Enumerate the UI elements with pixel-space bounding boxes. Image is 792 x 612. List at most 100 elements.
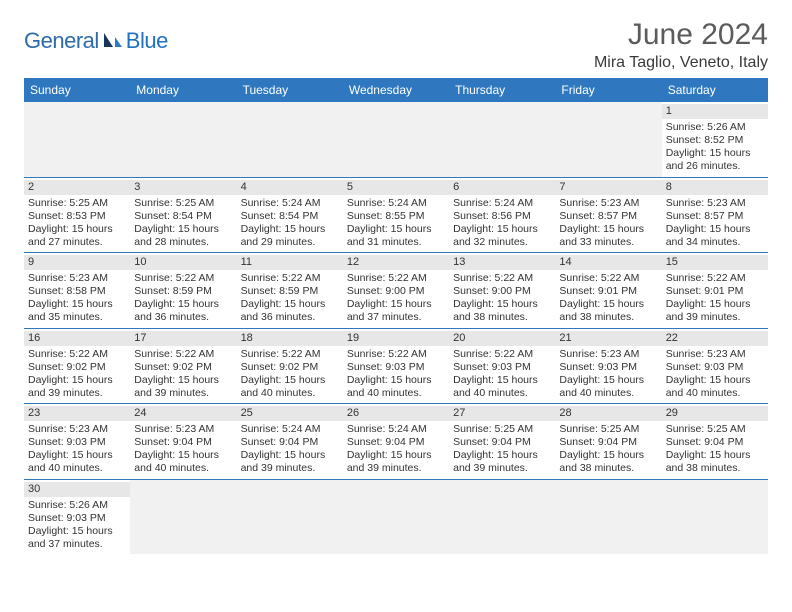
day-number: 16: [24, 331, 130, 346]
week-row: 30 Sunrise: 5:26 AMSunset: 9:03 PMDayligh…: [24, 480, 768, 555]
sun-info: Sunrise: 5:24 AMSunset: 9:04 PMDaylight:…: [241, 423, 339, 476]
day-number: 30: [24, 482, 130, 497]
empty-cell: [449, 480, 555, 555]
sun-info: Sunrise: 5:25 AMSunset: 8:53 PMDaylight:…: [28, 197, 126, 250]
day-header: Saturday: [662, 79, 768, 102]
empty-cell: [343, 480, 449, 555]
sun-info: Sunrise: 5:25 AMSunset: 8:54 PMDaylight:…: [134, 197, 232, 250]
sun-info: Sunrise: 5:23 AMSunset: 9:03 PMDaylight:…: [666, 348, 764, 401]
day-header: Tuesday: [237, 79, 343, 102]
sun-info: Sunrise: 5:22 AMSunset: 9:00 PMDaylight:…: [453, 272, 551, 325]
day-number: 19: [343, 331, 449, 346]
day-number: 25: [237, 406, 343, 421]
day-cell: 17Sunrise: 5:22 AMSunset: 9:02 PMDayligh…: [130, 329, 236, 404]
day-cell: 16 Sunrise: 5:22 AMSunset: 9:02 PMDayligh…: [24, 329, 130, 404]
day-cell: 1 Sunrise: 5:26 AMSunset: 8:52 PMDaylight…: [662, 102, 768, 177]
header: General Blue June 2024 Mira Taglio, Vene…: [24, 18, 768, 72]
day-cell: 4 Sunrise: 5:24 AMSunset: 8:54 PMDaylight…: [237, 178, 343, 253]
week-row: 23 Sunrise: 5:23 AMSunset: 9:03 PMDayligh…: [24, 404, 768, 480]
day-cell: 19 Sunrise: 5:22 AMSunset: 9:03 PMDayligh…: [343, 329, 449, 404]
day-number: 21: [555, 331, 661, 346]
day-cell: 8 Sunrise: 5:23 AMSunset: 8:57 PMDaylight…: [662, 178, 768, 253]
sun-info: Sunrise: 5:23 AMSunset: 9:03 PMDaylight:…: [28, 423, 126, 476]
day-number: 9: [24, 255, 130, 270]
day-cell: 15 Sunrise: 5:22 AMSunset: 9:01 PMDayligh…: [662, 253, 768, 328]
calendar-grid: SundayMondayTuesdayWednesdayThursdayFrid…: [24, 78, 768, 554]
day-number: 8: [662, 180, 768, 195]
day-cell: 5 Sunrise: 5:24 AMSunset: 8:55 PMDaylight…: [343, 178, 449, 253]
day-number: 23: [24, 406, 130, 421]
sun-info: Sunrise: 5:22 AMSunset: 9:03 PMDaylight:…: [347, 348, 445, 401]
empty-cell: [343, 102, 449, 177]
day-cell: 21 Sunrise: 5:23 AMSunset: 9:03 PMDayligh…: [555, 329, 661, 404]
logo-text-blue: Blue: [126, 28, 168, 54]
day-header: Thursday: [449, 79, 555, 102]
day-cell: 10Sunrise: 5:22 AMSunset: 8:59 PMDayligh…: [130, 253, 236, 328]
empty-cell: [24, 102, 130, 177]
empty-cell: [449, 102, 555, 177]
sun-info: Sunrise: 5:24 AMSunset: 8:54 PMDaylight:…: [241, 197, 339, 250]
sun-info: Sunrise: 5:22 AMSunset: 9:01 PMDaylight:…: [559, 272, 657, 325]
day-cell: 11 Sunrise: 5:22 AMSunset: 8:59 PMDayligh…: [237, 253, 343, 328]
day-number: 29: [662, 406, 768, 421]
sun-info: Sunrise: 5:22 AMSunset: 9:02 PMDaylight:…: [134, 348, 232, 401]
day-header: Sunday: [24, 79, 130, 102]
day-cell: 20 Sunrise: 5:22 AMSunset: 9:03 PMDayligh…: [449, 329, 555, 404]
day-cell: 25 Sunrise: 5:24 AMSunset: 9:04 PMDayligh…: [237, 404, 343, 479]
day-number: 15: [662, 255, 768, 270]
day-number: 11: [237, 255, 343, 270]
week-row: 1 Sunrise: 5:26 AMSunset: 8:52 PMDaylight…: [24, 102, 768, 178]
empty-cell: [555, 102, 661, 177]
day-cell: 14 Sunrise: 5:22 AMSunset: 9:01 PMDayligh…: [555, 253, 661, 328]
empty-cell: [662, 480, 768, 555]
day-number: 1: [662, 104, 768, 119]
sun-info: Sunrise: 5:24 AMSunset: 9:04 PMDaylight:…: [347, 423, 445, 476]
day-number: 14: [555, 255, 661, 270]
day-cell: 28Sunrise: 5:25 AMSunset: 9:04 PMDayligh…: [555, 404, 661, 479]
sun-info: Sunrise: 5:26 AMSunset: 9:03 PMDaylight:…: [28, 499, 126, 552]
logo-text-general: General: [24, 28, 99, 54]
sun-info: Sunrise: 5:23 AMSunset: 9:04 PMDaylight:…: [134, 423, 232, 476]
day-header: Wednesday: [343, 79, 449, 102]
empty-cell: [237, 480, 343, 555]
sun-info: Sunrise: 5:23 AMSunset: 8:58 PMDaylight:…: [28, 272, 126, 325]
day-number: 28: [555, 406, 661, 421]
day-number: 12: [343, 255, 449, 270]
day-cell: 22 Sunrise: 5:23 AMSunset: 9:03 PMDayligh…: [662, 329, 768, 404]
sun-info: Sunrise: 5:23 AMSunset: 9:03 PMDaylight:…: [559, 348, 657, 401]
day-header: Friday: [555, 79, 661, 102]
day-cell: 18 Sunrise: 5:22 AMSunset: 9:02 PMDayligh…: [237, 329, 343, 404]
day-number: 27: [449, 406, 555, 421]
day-header: Monday: [130, 79, 236, 102]
day-cell: 26Sunrise: 5:24 AMSunset: 9:04 PMDayligh…: [343, 404, 449, 479]
day-number: 4: [237, 180, 343, 195]
logo-sail-icon: [102, 31, 124, 49]
logo: General Blue: [24, 28, 168, 54]
empty-cell: [555, 480, 661, 555]
sun-info: Sunrise: 5:24 AMSunset: 8:55 PMDaylight:…: [347, 197, 445, 250]
sun-info: Sunrise: 5:26 AMSunset: 8:52 PMDaylight:…: [666, 121, 764, 174]
empty-cell: [130, 480, 236, 555]
title-block: June 2024 Mira Taglio, Veneto, Italy: [594, 18, 768, 72]
sun-info: Sunrise: 5:24 AMSunset: 8:56 PMDaylight:…: [453, 197, 551, 250]
day-cell: 6 Sunrise: 5:24 AMSunset: 8:56 PMDaylight…: [449, 178, 555, 253]
weeks-container: 1 Sunrise: 5:26 AMSunset: 8:52 PMDaylight…: [24, 102, 768, 554]
day-cell: 7Sunrise: 5:23 AMSunset: 8:57 PMDaylight…: [555, 178, 661, 253]
location-label: Mira Taglio, Veneto, Italy: [594, 54, 768, 72]
sun-info: Sunrise: 5:22 AMSunset: 9:02 PMDaylight:…: [241, 348, 339, 401]
sun-info: Sunrise: 5:23 AMSunset: 8:57 PMDaylight:…: [666, 197, 764, 250]
day-number: 6: [449, 180, 555, 195]
day-number: 18: [237, 331, 343, 346]
sun-info: Sunrise: 5:22 AMSunset: 8:59 PMDaylight:…: [241, 272, 339, 325]
sun-info: Sunrise: 5:22 AMSunset: 9:03 PMDaylight:…: [453, 348, 551, 401]
day-number: 5: [343, 180, 449, 195]
sun-info: Sunrise: 5:22 AMSunset: 9:02 PMDaylight:…: [28, 348, 126, 401]
day-number: 20: [449, 331, 555, 346]
page-title: June 2024: [594, 18, 768, 52]
sun-info: Sunrise: 5:22 AMSunset: 9:01 PMDaylight:…: [666, 272, 764, 325]
sun-info: Sunrise: 5:22 AMSunset: 8:59 PMDaylight:…: [134, 272, 232, 325]
week-row: 2Sunrise: 5:25 AMSunset: 8:53 PMDaylight…: [24, 178, 768, 254]
day-number: 3: [130, 180, 236, 195]
sun-info: Sunrise: 5:25 AMSunset: 9:04 PMDaylight:…: [666, 423, 764, 476]
day-number: 22: [662, 331, 768, 346]
